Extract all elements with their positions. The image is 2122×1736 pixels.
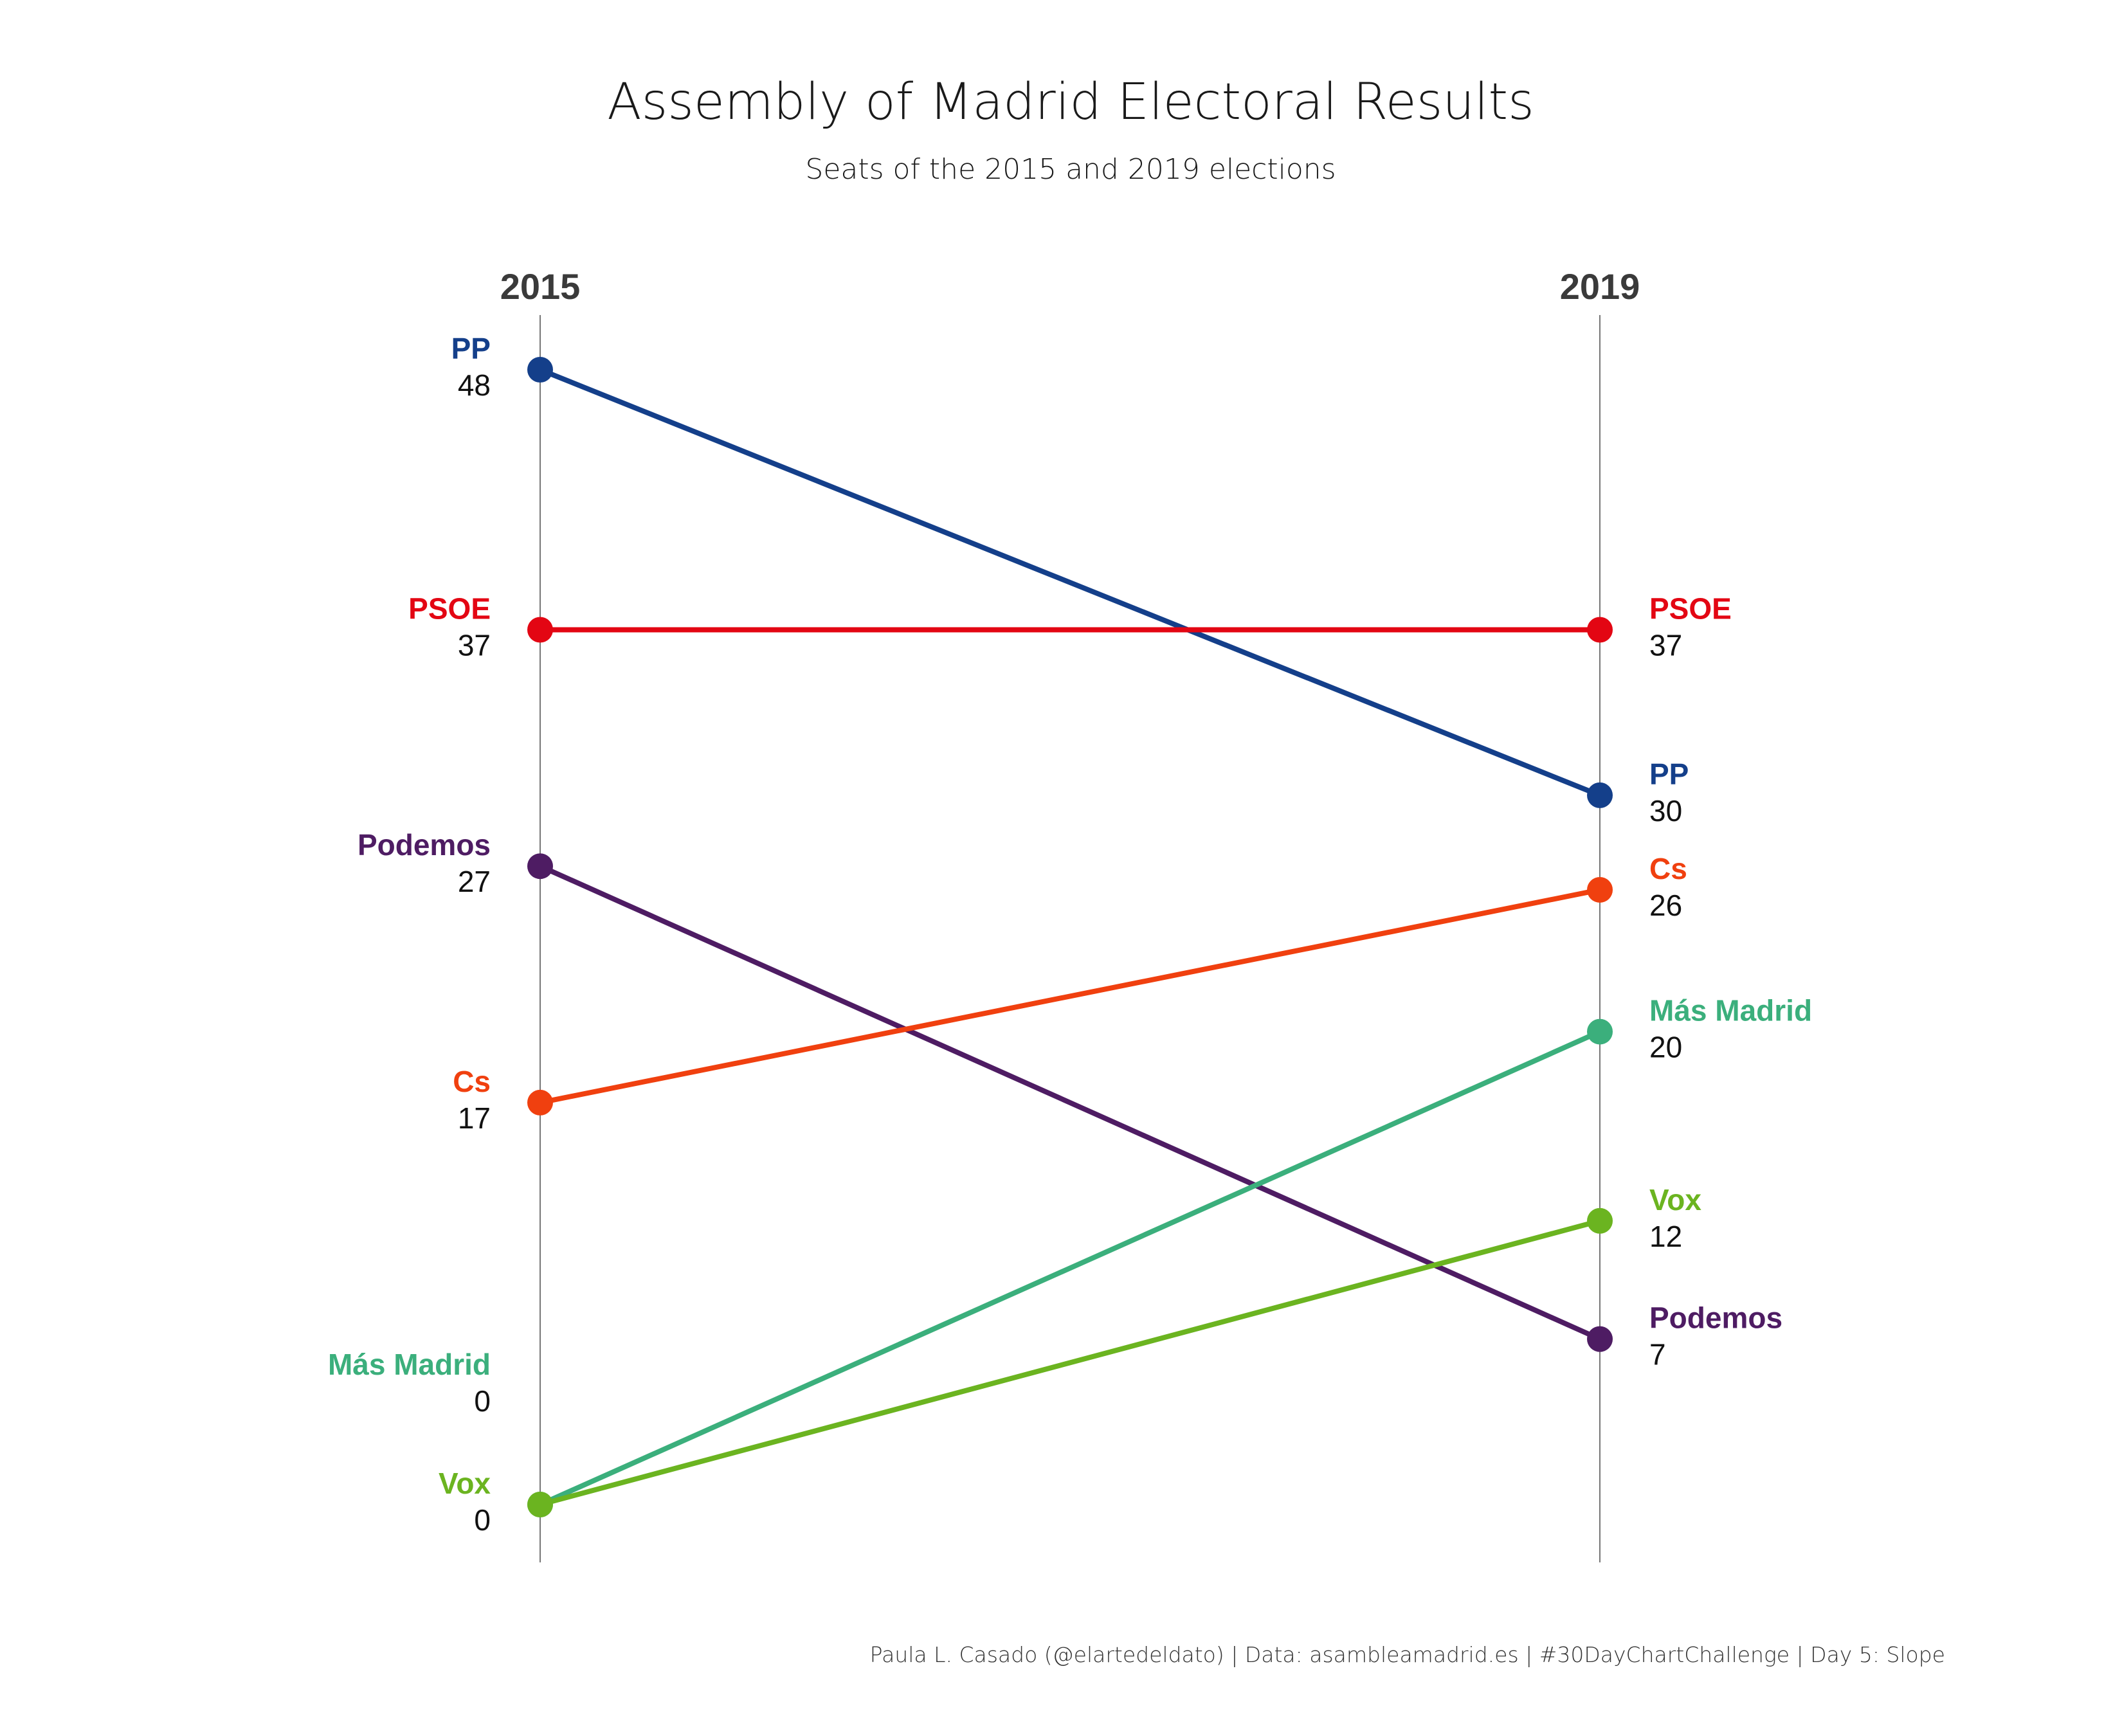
point-psoe-2019 bbox=[1587, 617, 1613, 643]
label-value-podemos-2019: 7 bbox=[1649, 1338, 1666, 1371]
data-points bbox=[527, 357, 1613, 1517]
point-labels: PP48PP30PSOE37PSOE37Podemos27Podemos7Cs1… bbox=[328, 332, 1812, 1537]
point-cs-2015 bbox=[527, 1089, 553, 1116]
slope-line-mas-madrid bbox=[538, 1029, 1602, 1507]
point-cs-2019 bbox=[1587, 876, 1613, 903]
chart-title: Assembly of Madrid Electoral Results bbox=[607, 73, 1534, 131]
slope-line-podemos bbox=[538, 863, 1602, 1342]
slope-line-cs bbox=[538, 887, 1602, 1105]
label-value-cs-2015: 17 bbox=[458, 1101, 491, 1135]
label-name-podemos-2015: Podemos bbox=[358, 828, 491, 862]
label-name-pp-2015: PP bbox=[451, 332, 491, 365]
label-name-cs-2015: Cs bbox=[453, 1065, 491, 1098]
axis-year-label-2015: 2015 bbox=[500, 266, 581, 307]
point-podemos-2015 bbox=[527, 853, 553, 880]
point-pp-2019 bbox=[1587, 782, 1613, 808]
label-name-pp-2019: PP bbox=[1649, 757, 1689, 791]
label-value-pp-2015: 48 bbox=[458, 368, 491, 402]
point-pp-2015 bbox=[527, 357, 553, 383]
label-name-psoe-2015: PSOE bbox=[408, 592, 491, 625]
label-value-pp-2019: 30 bbox=[1649, 794, 1682, 827]
label-value-psoe-2015: 37 bbox=[458, 628, 491, 662]
label-name-vox-2015: Vox bbox=[439, 1467, 491, 1500]
label-name-podemos-2019: Podemos bbox=[1649, 1301, 1782, 1335]
label-value-psoe-2019: 37 bbox=[1649, 628, 1682, 662]
point-vox-2019 bbox=[1587, 1207, 1613, 1234]
year-axes: 2015 2019 bbox=[500, 266, 1640, 1562]
chart-caption: Paula L. Casado (@elartedeldato) | Data:… bbox=[870, 1642, 1945, 1667]
slope-line-pp bbox=[538, 367, 1602, 798]
slope-line-vox bbox=[538, 1218, 1602, 1507]
label-name-mas-madrid-2015: Más Madrid bbox=[328, 1348, 491, 1381]
point-psoe-2015 bbox=[527, 617, 553, 643]
label-value-podemos-2015: 27 bbox=[458, 865, 491, 898]
label-value-mas-madrid-2019: 20 bbox=[1649, 1031, 1682, 1064]
label-value-vox-2019: 12 bbox=[1649, 1220, 1682, 1253]
label-name-vox-2019: Vox bbox=[1649, 1183, 1701, 1216]
axis-year-label-2019: 2019 bbox=[1560, 266, 1640, 307]
point-podemos-2019 bbox=[1587, 1326, 1613, 1352]
point-mas-madrid-2019 bbox=[1587, 1018, 1613, 1045]
point-vox-2015 bbox=[527, 1492, 553, 1517]
chart-subtitle: Seats of the 2015 and 2019 elections bbox=[805, 153, 1336, 186]
label-name-psoe-2019: PSOE bbox=[1649, 592, 1732, 625]
slope-lines bbox=[538, 367, 1602, 1507]
label-value-vox-2015: 0 bbox=[474, 1503, 491, 1537]
label-value-mas-madrid-2015: 0 bbox=[474, 1384, 491, 1418]
label-name-mas-madrid-2019: Más Madrid bbox=[1649, 994, 1812, 1027]
label-name-cs-2019: Cs bbox=[1649, 852, 1687, 885]
label-value-cs-2019: 26 bbox=[1649, 889, 1682, 922]
